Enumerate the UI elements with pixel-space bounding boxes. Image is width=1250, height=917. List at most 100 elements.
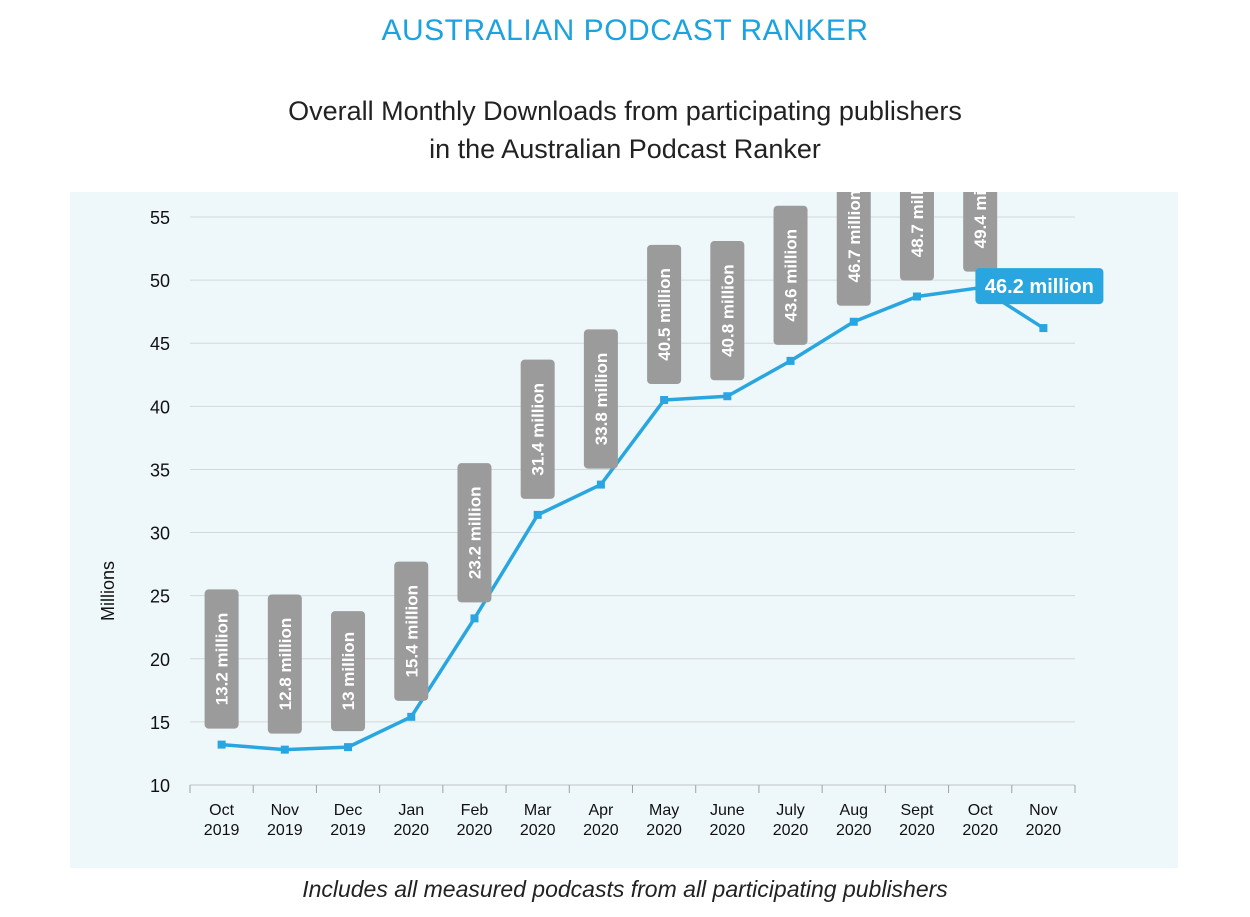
x-tick-label-year: 2020 xyxy=(899,822,935,839)
data-label-box xyxy=(457,463,492,603)
x-tick-label-year: 2020 xyxy=(962,822,998,839)
data-point xyxy=(723,392,732,401)
y-tick-label: 20 xyxy=(150,650,170,670)
x-tick-label: Mar 2020 xyxy=(520,802,556,839)
line-chart: 10 15 20 25 30 35 40 45 50 55 Oct 2019 Nov 2019 Dec 201… xyxy=(98,132,1104,839)
data-point xyxy=(344,743,353,752)
x-tick-label-year: 2020 xyxy=(583,822,619,839)
x-tick-label: Apr 2020 xyxy=(583,802,619,839)
data-point xyxy=(849,317,858,326)
data-label: 23.2 million xyxy=(465,486,484,579)
x-tick-label-month: Nov xyxy=(1029,802,1057,819)
x-tick-label-month: July xyxy=(776,802,804,819)
y-tick-label: 10 xyxy=(150,776,170,796)
y-tick-label: 50 xyxy=(150,271,170,291)
y-tick-label: 25 xyxy=(150,587,170,607)
x-tick-label-month: Oct xyxy=(209,802,234,819)
x-tick-label: Dec 2019 xyxy=(330,802,366,839)
data-point xyxy=(786,356,795,365)
x-tick-label-month: Nov xyxy=(271,802,299,819)
data-label-box xyxy=(520,359,555,499)
x-tick-label-year: 2020 xyxy=(646,822,682,839)
x-tick-label-month: Sept xyxy=(901,802,934,819)
data-label: 13 million xyxy=(339,632,358,710)
data-point xyxy=(660,396,669,405)
x-tick-label-year: 2019 xyxy=(330,822,366,839)
x-tick-label: June 2020 xyxy=(710,802,746,839)
data-label-box xyxy=(583,329,618,469)
x-tick-label: Oct 2020 xyxy=(962,802,998,839)
data-label-box xyxy=(331,611,366,732)
x-tick-label: Feb 2020 xyxy=(457,802,493,839)
y-axis-label: Millions xyxy=(98,561,118,621)
data-point xyxy=(533,510,542,519)
x-tick-label-month: Jan xyxy=(398,802,424,819)
x-tick-label: May 2020 xyxy=(646,802,682,839)
data-label-box xyxy=(267,594,302,734)
chart-title: Overall Monthly Downloads from participa… xyxy=(0,92,1250,168)
chart-title-line-1: Overall Monthly Downloads from participa… xyxy=(288,96,962,126)
data-point xyxy=(1039,324,1048,333)
x-tick-label: Sept 2020 xyxy=(899,802,935,839)
x-tick-label-year: 2020 xyxy=(520,822,556,839)
y-tick-label: 30 xyxy=(150,524,170,544)
x-tick-label-year: 2019 xyxy=(267,822,303,839)
data-point xyxy=(407,712,416,721)
data-label-box xyxy=(710,241,745,381)
chart-title-line-2: in the Australian Podcast Ranker xyxy=(429,134,821,164)
x-tick-label-year: 2020 xyxy=(457,822,493,839)
data-label: 40.8 million xyxy=(718,264,737,357)
data-label: 33.8 million xyxy=(592,353,611,446)
data-label: 46.7 million xyxy=(845,192,864,282)
data-point xyxy=(470,614,479,623)
x-tick-label-year: 2019 xyxy=(204,822,240,839)
x-tick-label-month: Feb xyxy=(461,802,489,819)
brand-title: AUSTRALIAN PODCAST RANKER xyxy=(381,14,869,47)
x-tick-label-month: Aug xyxy=(840,802,868,819)
x-tick-label-month: June xyxy=(710,802,745,819)
x-tick-label: Nov 2020 xyxy=(1026,802,1062,839)
data-label-box xyxy=(204,589,239,729)
x-tick-label: Aug 2020 xyxy=(836,802,872,839)
x-tick-label-year: 2020 xyxy=(773,822,809,839)
x-tick-label-year: 2020 xyxy=(393,822,429,839)
x-tick-label: July 2020 xyxy=(773,802,809,839)
data-label-box-highlight xyxy=(975,268,1104,305)
x-tick-label-month: Apr xyxy=(588,802,614,819)
x-tick-label: Oct 2019 xyxy=(204,802,240,839)
data-label: 31.4 million xyxy=(529,383,548,476)
y-tick-label: 35 xyxy=(150,460,170,480)
data-label-box xyxy=(836,166,871,306)
y-tick-label: 40 xyxy=(150,397,170,417)
x-tick-label-month: Oct xyxy=(968,802,993,819)
data-point xyxy=(217,740,226,749)
data-point xyxy=(912,292,921,301)
data-label: 43.6 million xyxy=(782,229,801,322)
x-tick-label-month: Mar xyxy=(524,802,552,819)
data-label: 13.2 million xyxy=(213,613,232,706)
y-tick-label: 15 xyxy=(150,713,170,733)
data-label: 48.7 million xyxy=(908,192,927,257)
data-point xyxy=(596,480,605,489)
data-label-box xyxy=(773,205,808,345)
y-tick-label: 55 xyxy=(150,208,170,228)
data-label: 46.2 million xyxy=(985,276,1094,298)
y-tick-label: 45 xyxy=(150,334,170,354)
chart-panel: 10 15 20 25 30 35 40 45 50 55 Oct 2019 Nov 2019 Dec 201… xyxy=(70,132,1178,868)
data-label: 40.5 million xyxy=(655,268,674,361)
x-tick-label-year: 2020 xyxy=(1026,822,1062,839)
data-label-box xyxy=(647,244,682,385)
data-point xyxy=(280,745,289,754)
data-label-box xyxy=(394,561,429,701)
x-tick-label-year: 2020 xyxy=(836,822,872,839)
data-label: 49.4 million xyxy=(971,192,990,248)
series-line xyxy=(221,285,1045,752)
data-label: 15.4 million xyxy=(402,585,421,678)
x-tick-label-month: Dec xyxy=(334,802,362,819)
x-tick-label: Nov 2019 xyxy=(267,802,303,839)
footnote: Includes all measured podcasts from all … xyxy=(302,876,948,902)
data-label: 12.8 million xyxy=(276,618,295,711)
x-tick-label-year: 2020 xyxy=(710,822,746,839)
x-tick-label: Jan 2020 xyxy=(393,802,429,839)
x-tick-label-month: May xyxy=(649,802,679,819)
